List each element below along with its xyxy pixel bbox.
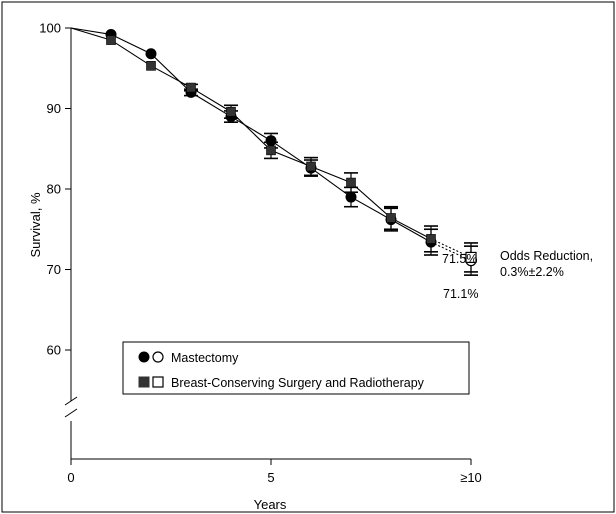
y-axis-break-mark-upper [64,396,78,406]
x-tick-label: ≥10 [460,470,482,485]
value-label-mastectomy: 71.1% [443,287,478,301]
legend: Mastectomy Breast-Conserving Surgery and… [122,341,470,395]
x-tick-label: 5 [267,470,274,485]
point-bcs [306,161,316,172]
legend-bcs-open-marker [152,376,164,388]
axes: 100 90 80 70 60 0 5 ≥10 [39,21,482,486]
series-dotted-line-circle [430,241,472,262]
series-dotted-line-square [430,238,472,258]
series-markers [105,28,477,267]
y-tick-label: 60 [47,343,61,358]
point-bcs [226,106,236,117]
point-bcs [186,82,196,93]
point-bcs [386,213,396,223]
point-bcs [106,35,116,45]
y-tick-label: 80 [47,182,61,197]
point-bcs [465,251,477,264]
x-tick-label: 0 [67,470,74,485]
series-line-square [70,27,432,240]
point-bcs [146,61,156,71]
series-lines [70,27,472,262]
odds-reduction-value: 0.3%±2.2% [500,265,564,279]
legend-bcs-label: Breast-Conserving Surgery and Radiothera… [171,376,425,390]
legend-mastectomy-label: Mastectomy [171,351,239,365]
point-mastectomy [265,135,277,147]
point-mastectomy [345,191,357,203]
point-bcs [266,145,276,156]
y-axis-title: Survival, % [28,192,43,257]
legend-bcs-filled-marker [138,376,150,388]
legend-mastectomy-open-marker [152,351,164,363]
value-label-bcs: 71.5% [442,252,477,266]
x-axis-title: Years [254,497,287,512]
point-bcs [426,234,436,244]
y-tick-label: 100 [39,21,61,36]
legend-mastectomy-filled-marker [138,351,150,363]
y-tick-label: 70 [47,262,61,277]
y-tick-label: 90 [47,101,61,116]
point-bcs [346,177,356,188]
legend-box [122,341,470,395]
y-axis-break-mark-lower [64,408,78,418]
point-mastectomy [145,48,157,60]
odds-reduction-label: Odds Reduction, [500,249,593,263]
series-line-circle [70,27,432,243]
